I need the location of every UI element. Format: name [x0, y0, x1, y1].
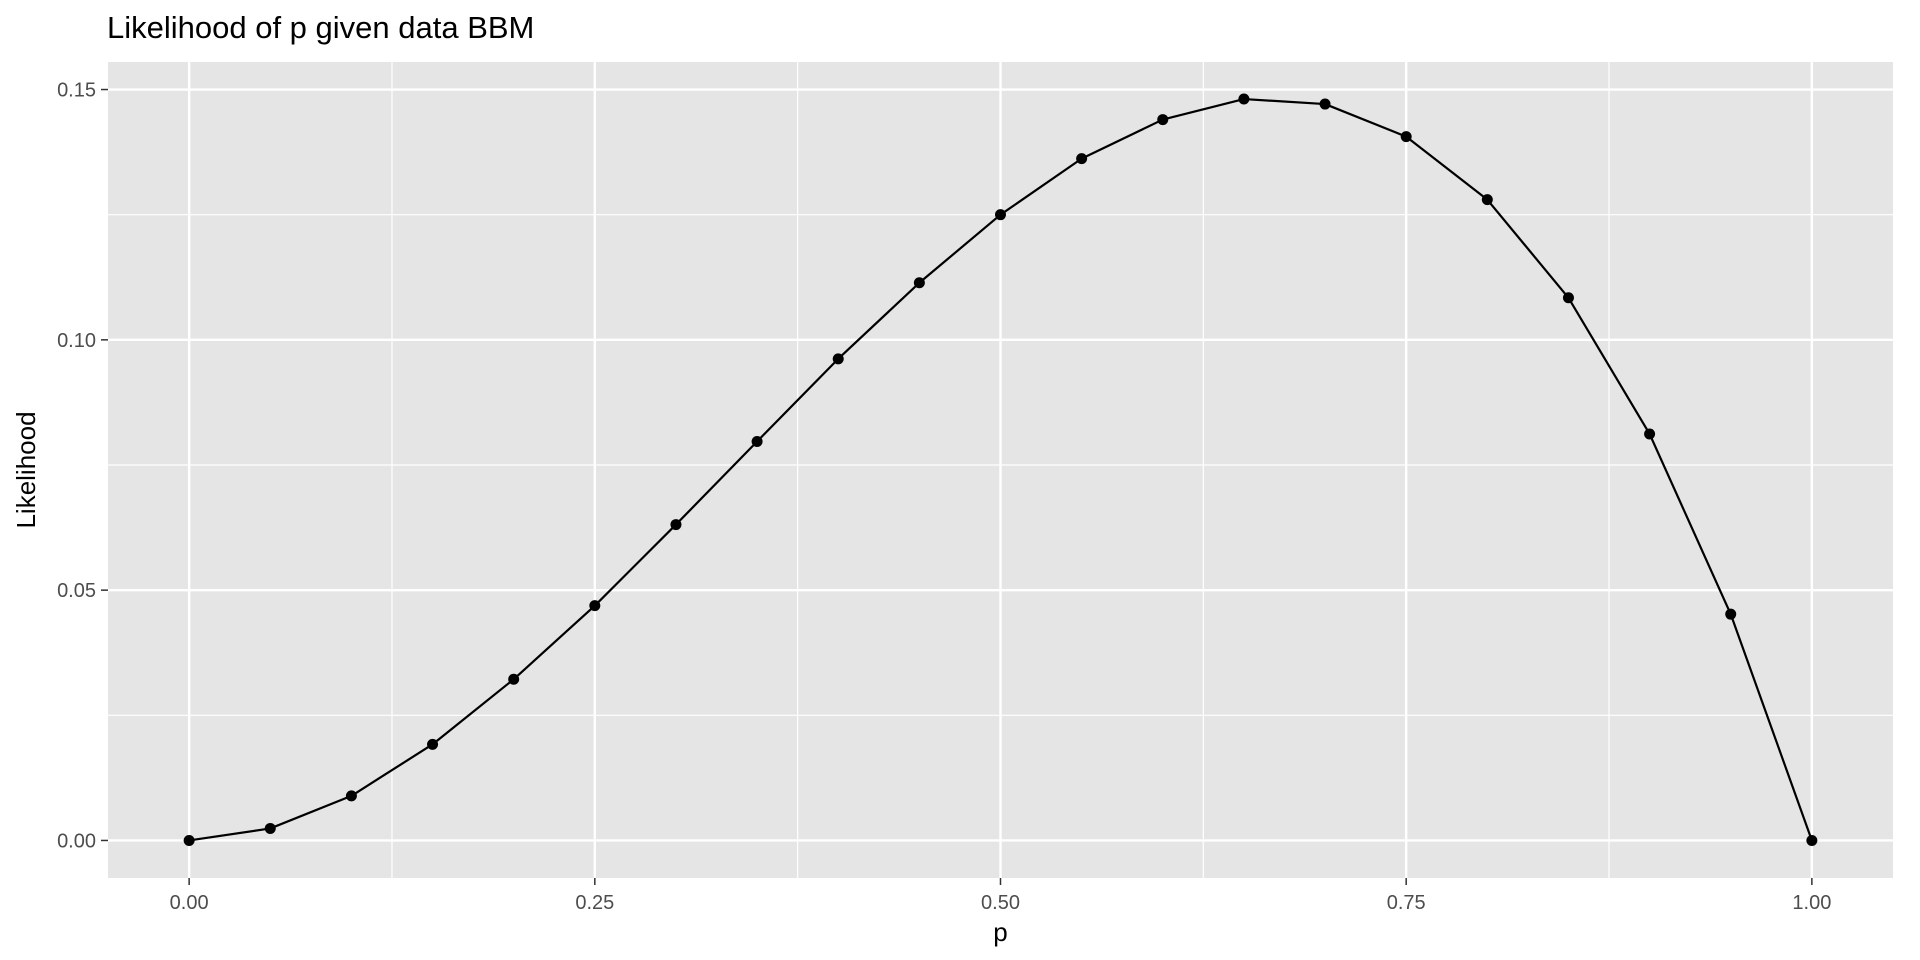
data-point [670, 519, 682, 531]
y-tick-label: 0.00 [57, 830, 96, 852]
data-point [589, 600, 601, 612]
y-axis-title: Likelihood [11, 411, 41, 528]
x-tick-label: 1.00 [1792, 892, 1831, 914]
data-point [1562, 292, 1574, 304]
x-tick-label: 0.50 [981, 892, 1020, 914]
x-tick-label: 0.75 [1387, 892, 1426, 914]
x-tick-label: 0.00 [170, 892, 209, 914]
x-axis-title: p [993, 917, 1007, 947]
data-point [508, 673, 520, 685]
data-point [832, 353, 844, 365]
data-point [183, 834, 195, 846]
data-point [264, 822, 276, 834]
data-point [1481, 194, 1493, 206]
major-grid [108, 62, 1893, 878]
y-tick-label: 0.10 [57, 330, 96, 352]
series-layer [183, 93, 1818, 846]
data-point [427, 738, 439, 750]
data-point [345, 790, 357, 802]
data-point [1644, 428, 1656, 440]
data-point [1319, 98, 1331, 110]
y-axis: 0.00 0.05 0.10 0.15 [57, 80, 108, 852]
data-point [751, 435, 763, 447]
data-point [1076, 153, 1088, 165]
data-point [1157, 114, 1169, 126]
data-point [1238, 93, 1250, 105]
data-point [1806, 834, 1818, 846]
data-point [913, 277, 925, 289]
y-tick-label: 0.05 [57, 580, 96, 602]
data-point [1400, 131, 1412, 143]
y-tick-label: 0.15 [57, 80, 96, 102]
data-point [1725, 608, 1737, 620]
data-point [995, 209, 1006, 221]
x-axis: 0.00 0.25 0.50 0.75 1.00 [170, 878, 1831, 914]
x-tick-label: 0.25 [575, 892, 614, 914]
chart-title: Likelihood of p given data BBM [107, 10, 534, 45]
